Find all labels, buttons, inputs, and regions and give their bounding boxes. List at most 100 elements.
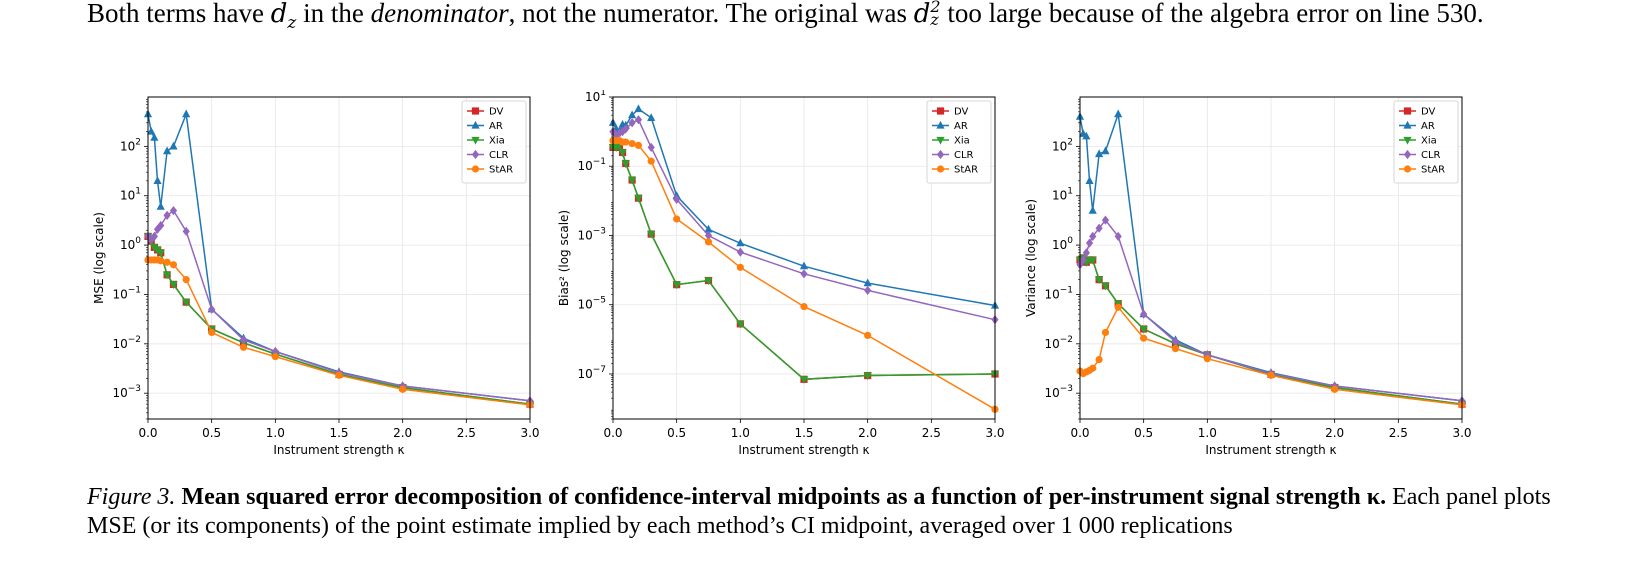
legend-marker	[471, 136, 480, 145]
math-dz: dz	[270, 0, 297, 34]
series-star	[609, 137, 999, 413]
data-point	[399, 385, 407, 393]
data-point	[704, 238, 713, 246]
data-point	[163, 146, 172, 155]
data-point	[147, 126, 156, 135]
data-point	[1089, 231, 1097, 242]
data-point	[864, 331, 872, 339]
x-tick-label: 0.5	[1134, 426, 1153, 440]
data-point	[1101, 146, 1110, 155]
legend-box	[1393, 100, 1459, 184]
data-point	[163, 258, 171, 266]
data-point	[621, 160, 630, 169]
data-point	[239, 343, 248, 351]
legend-item-xia: Xia	[932, 136, 970, 147]
data-point	[622, 138, 630, 146]
data-point	[704, 230, 713, 241]
data-point	[634, 115, 643, 125]
legend-item-star: StAR	[932, 165, 978, 176]
legend-label: AR	[954, 121, 968, 132]
data-point	[169, 141, 178, 150]
y-tick-label: 10−3	[577, 226, 606, 242]
x-axis-label: Instrument strength κ	[738, 443, 869, 457]
legend-item-xia: Xia	[467, 136, 505, 147]
data-point	[736, 247, 744, 257]
caption-title: Mean squared error decomposition of conf…	[181, 484, 1387, 510]
chart-panel-mse: 0.0 0.5 1.0 1.5 2.0 2.5 3.0 10−3 10−2 10−1 100 101 1…	[92, 96, 540, 457]
paragraph-text: , not the numerator. The original was	[508, 0, 914, 28]
data-point	[208, 328, 216, 337]
data-point	[1114, 109, 1123, 118]
legend-marker	[471, 165, 480, 173]
legend-marker	[1403, 165, 1412, 173]
y-tick-label: 101	[120, 187, 141, 203]
legend-item-clr: CLR	[467, 149, 509, 161]
series-star	[144, 256, 534, 409]
y-tick-label: 10−2	[112, 335, 141, 351]
x-tick-label: 2.5	[457, 426, 476, 440]
data-point	[618, 149, 627, 158]
data-point	[634, 104, 643, 113]
legend-marker	[936, 149, 945, 160]
x-tick-label: 3.0	[520, 426, 539, 440]
data-point	[150, 133, 159, 141]
y-tick-label: 10−3	[1044, 384, 1073, 400]
legend-label: CLR	[1421, 150, 1441, 161]
legend-item-dv: DV	[1399, 107, 1436, 118]
data-point	[1095, 223, 1103, 233]
data-point	[634, 141, 643, 149]
data-point	[1140, 334, 1148, 342]
data-point	[1095, 149, 1104, 158]
data-point	[1095, 276, 1104, 285]
y-tick-label: 10−1	[1044, 285, 1073, 301]
data-point	[1082, 131, 1091, 140]
data-point	[863, 278, 872, 287]
data-point	[799, 261, 809, 270]
y-tick-label: 10−3	[112, 384, 141, 400]
y-tick-label: 102	[120, 137, 141, 153]
data-point	[704, 224, 713, 233]
data-point	[863, 372, 872, 381]
y-tick-label: 100	[120, 236, 141, 252]
legend-label: StAR	[954, 165, 978, 176]
data-point	[335, 371, 343, 379]
data-point	[673, 215, 681, 223]
x-tick-label: 1.0	[731, 426, 750, 440]
legend-box	[926, 100, 992, 184]
data-point	[647, 157, 655, 165]
y-tick-label: 101	[1052, 187, 1073, 203]
x-tick-label: 3.0	[1452, 426, 1471, 440]
data-point	[1088, 205, 1097, 214]
caption-label: Figure 3.	[87, 484, 176, 510]
data-point	[628, 110, 637, 119]
data-point	[163, 210, 171, 220]
data-point	[150, 231, 158, 242]
y-tick-label: 10−7	[577, 365, 606, 381]
series-clr	[144, 205, 534, 406]
data-point	[647, 142, 655, 153]
legend-marker	[936, 120, 945, 129]
legend-item-clr: CLR	[932, 149, 974, 161]
data-point	[1101, 328, 1110, 337]
x-tick-label: 3.0	[985, 426, 1004, 440]
data-point	[628, 140, 636, 148]
legend-label: Xia	[1421, 136, 1437, 147]
x-tick-label: 1.5	[329, 426, 348, 440]
body-paragraph: Both terms have dz in the denominator, n…	[87, 0, 1567, 40]
y-tick-label: 10−5	[577, 296, 606, 312]
x-tick-label: 1.0	[1198, 426, 1217, 440]
y-axis-label: Variance (log scale)	[1024, 199, 1038, 317]
data-point	[622, 124, 630, 134]
data-point	[1088, 256, 1097, 265]
y-tick-label: 100	[1052, 236, 1073, 252]
data-point	[182, 275, 190, 284]
y-tick-label: 101	[585, 90, 606, 104]
data-point	[1101, 282, 1110, 291]
legend-label: CLR	[954, 150, 974, 161]
data-point	[169, 205, 178, 216]
x-axis-label: Instrument strength κ	[1205, 443, 1336, 457]
y-tick-label: 10−1	[577, 157, 606, 173]
x-tick-label: 1.5	[794, 426, 813, 440]
x-tick-label: 2.0	[858, 426, 877, 440]
